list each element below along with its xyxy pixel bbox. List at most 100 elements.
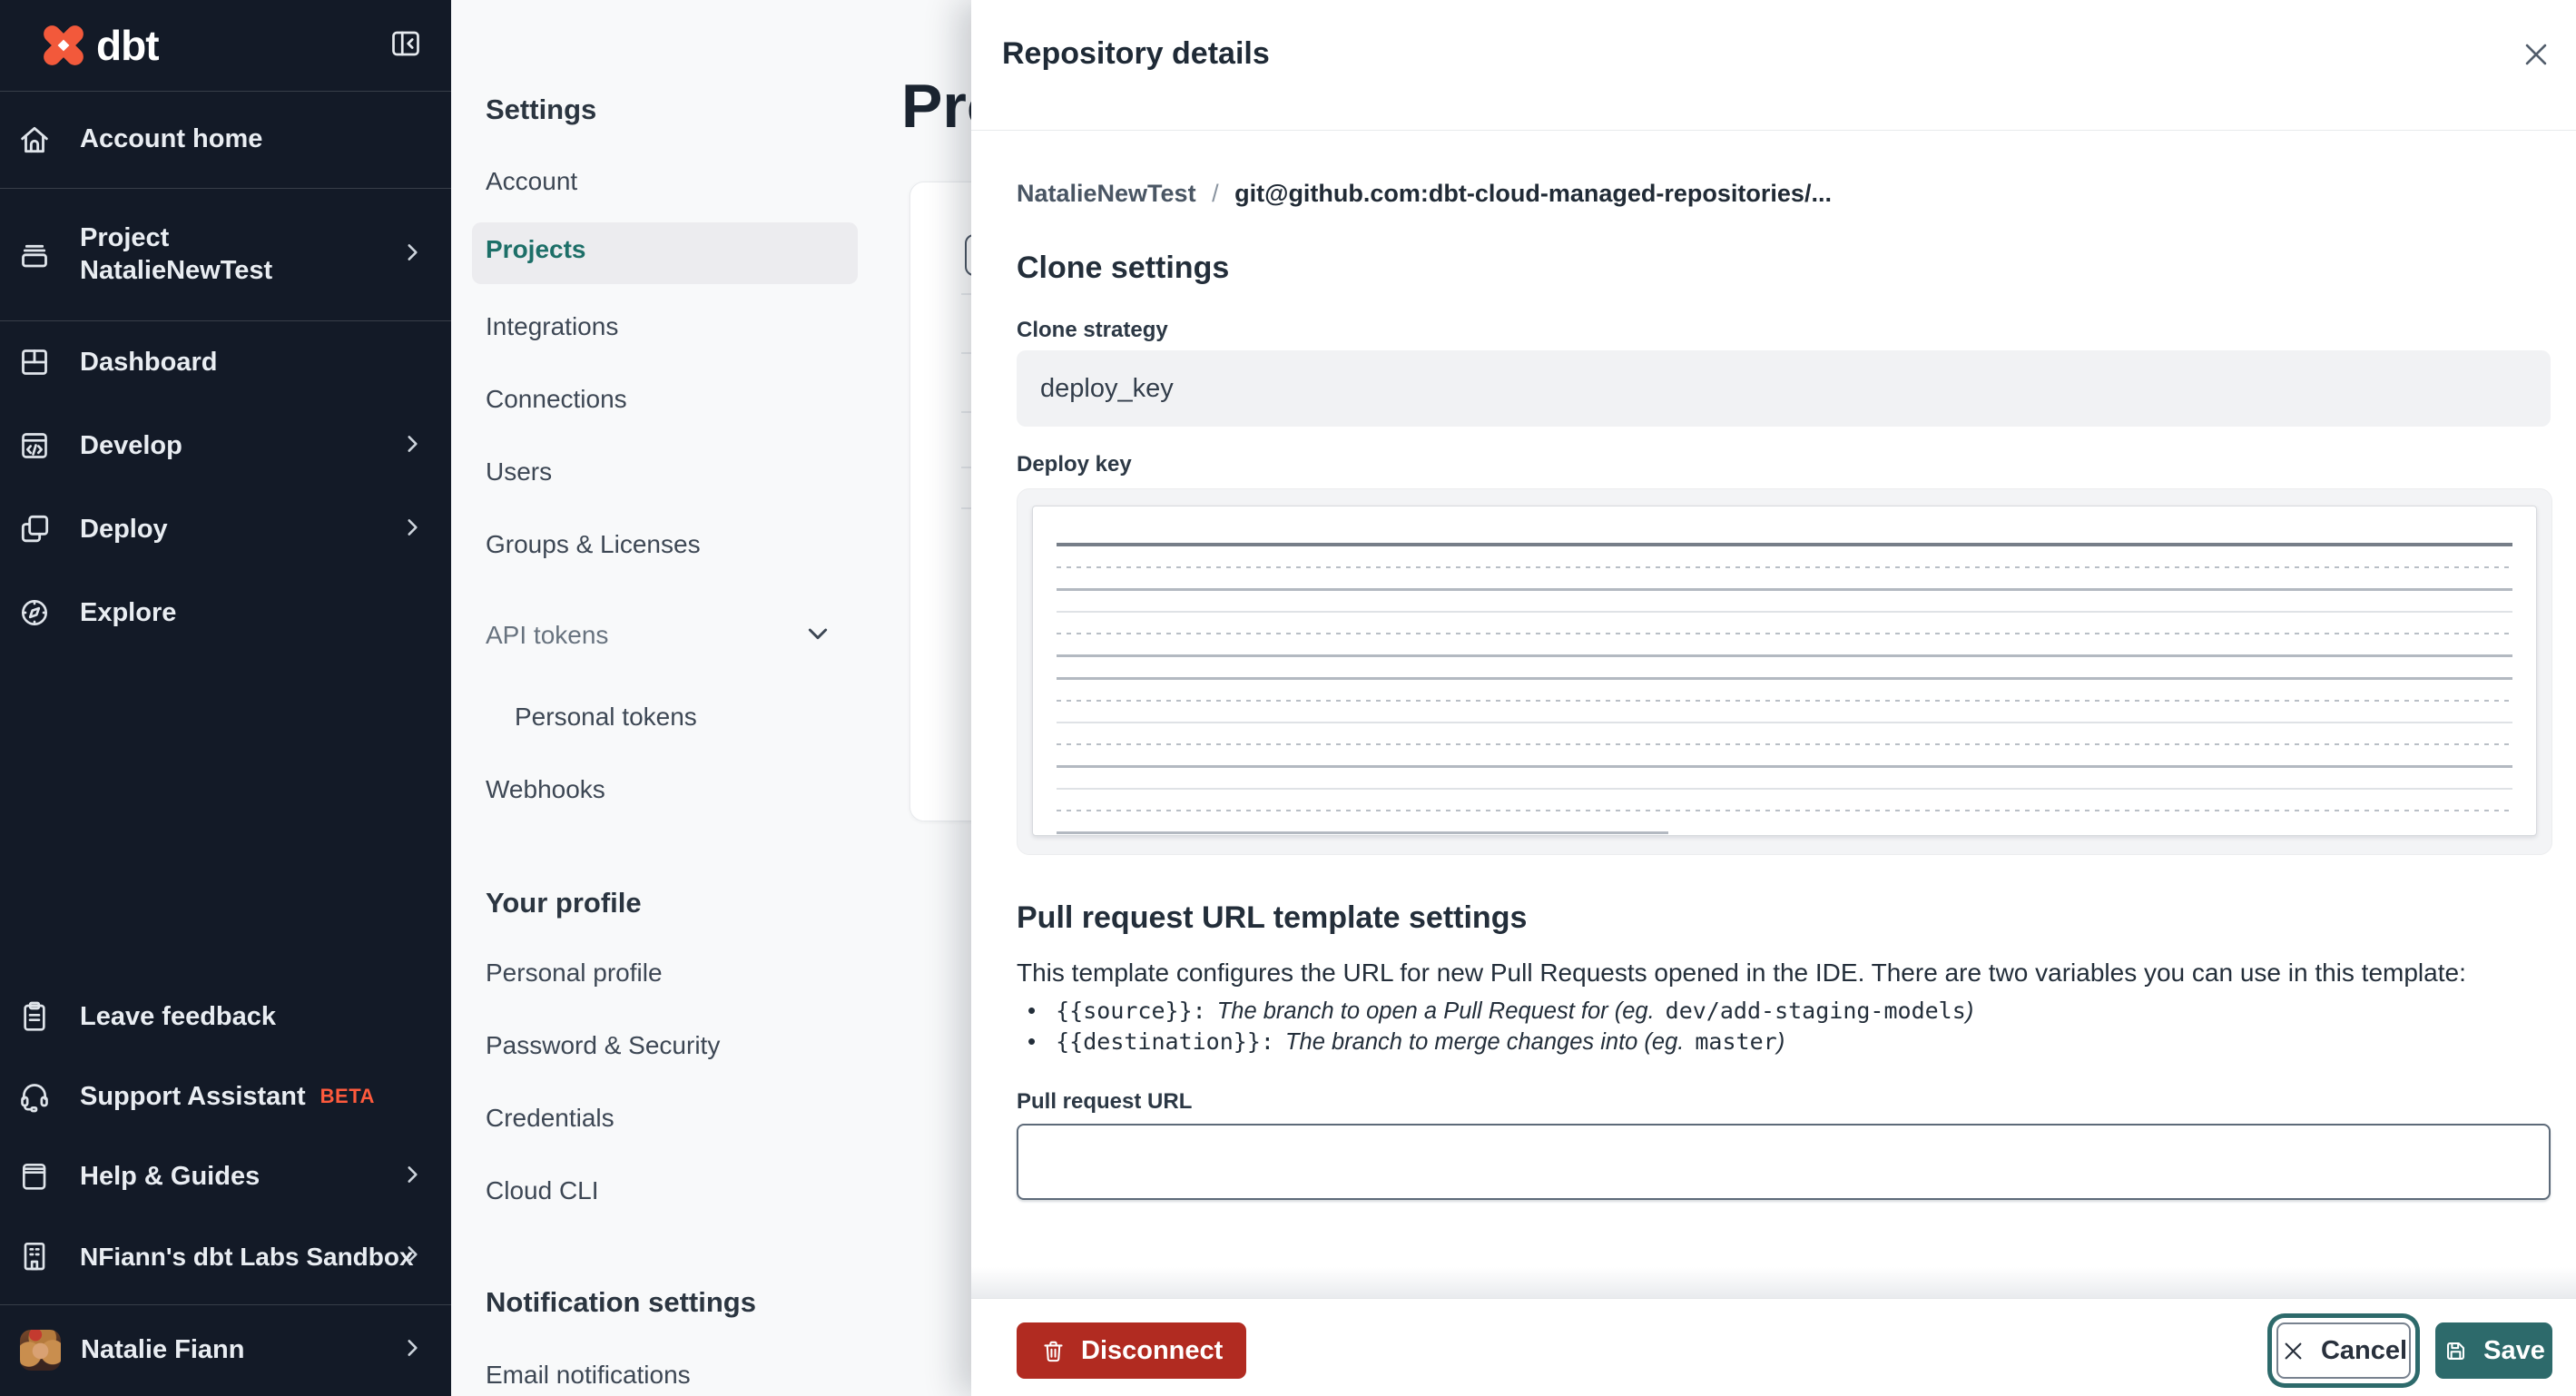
clone-strategy-label: Clone strategy	[1017, 318, 1168, 342]
save-button[interactable]: Save	[2435, 1322, 2552, 1379]
sidebar-item-dashboard[interactable]: Dashboard	[0, 320, 451, 404]
user-name-label: Natalie Fiann	[81, 1335, 245, 1365]
clone-settings-heading: Clone settings	[1017, 251, 1230, 285]
divider	[971, 130, 2576, 131]
develop-icon	[15, 426, 54, 466]
dashboard-icon	[15, 342, 54, 382]
nav-item-password-security[interactable]: Password & Security	[486, 1031, 721, 1059]
building-icon	[15, 1236, 54, 1276]
chevron-right-icon	[400, 516, 424, 544]
paren: )	[1776, 1029, 1785, 1055]
source-variable-example: dev/add-staging-models	[1665, 998, 1966, 1024]
deploy-key-redacted-content	[1032, 506, 2537, 836]
disconnect-button[interactable]: Disconnect	[1017, 1322, 1247, 1379]
sidebar-item-leave-feedback[interactable]: Leave feedback	[0, 977, 451, 1057]
sidebar-item-label: Account home	[80, 124, 263, 154]
explore-icon	[15, 593, 54, 633]
breadcrumb-repo-name: git@github.com:dbt-cloud-managed-reposit…	[1234, 180, 1832, 207]
project-icon	[15, 234, 54, 274]
nav-item-webhooks[interactable]: Webhooks	[486, 775, 605, 803]
clone-strategy-value-field[interactable]: deploy_key	[1017, 350, 2551, 427]
sidebar-item-label: Help & Guides	[80, 1161, 261, 1191]
pr-url-input[interactable]	[1017, 1124, 2551, 1200]
divider	[0, 1304, 451, 1305]
close-icon[interactable]	[2516, 34, 2556, 74]
sidebar-item-label: Support Assistant	[80, 1081, 306, 1111]
deploy-icon	[15, 509, 54, 549]
chevron-right-icon	[400, 1163, 424, 1191]
sidebar-item-label: Explore	[80, 597, 177, 627]
trash-icon	[1044, 1341, 1063, 1362]
source-variable-code: {{source}}:	[1056, 998, 1206, 1024]
chevron-right-icon	[400, 1336, 424, 1364]
collapse-sidebar-icon[interactable]	[388, 27, 424, 64]
disconnect-label: Disconnect	[1081, 1335, 1224, 1365]
nav-item-integrations[interactable]: Integrations	[486, 312, 619, 340]
modal-title: Repository details	[1002, 36, 1270, 71]
redacted-key-line	[1057, 588, 2512, 591]
bullet-dot: •	[1027, 997, 1037, 1024]
settings-nav: Settings Account Projects Integrations C…	[451, 0, 974, 1396]
nav-item-personal-profile[interactable]: Personal profile	[486, 959, 663, 987]
pr-template-bullet-destination: • {{destination}}: The branch to merge c…	[1027, 1027, 1785, 1056]
your-profile-title: Your profile	[486, 887, 642, 919]
redacted-key-line	[1057, 543, 2512, 546]
sidebar: dbt Account home Project NatalieNewTest …	[0, 0, 451, 1396]
sidebar-item-label: Deploy	[80, 514, 168, 544]
notification-settings-title: Notification settings	[486, 1286, 756, 1318]
avatar	[20, 1330, 61, 1371]
paren: )	[1965, 998, 1974, 1024]
divider	[0, 91, 451, 92]
sidebar-item-deploy[interactable]: Deploy	[0, 487, 451, 571]
chevron-down-icon[interactable]	[803, 619, 832, 653]
destination-variable-code: {{destination}}:	[1056, 1028, 1274, 1055]
settings-title: Settings	[486, 93, 597, 125]
nav-item-projects[interactable]: Projects	[472, 222, 858, 284]
cancel-label: Cancel	[2320, 1335, 2408, 1365]
clone-strategy-value: deploy_key	[1040, 373, 1174, 403]
scroll-shadow	[971, 1267, 2576, 1298]
nav-item-account[interactable]: Account	[486, 167, 578, 195]
redacted-key-line	[1057, 700, 2512, 702]
sidebar-item-label: Develop	[80, 430, 182, 460]
redacted-key-line	[1057, 788, 2512, 790]
home-icon	[15, 120, 54, 160]
sidebar-item-label: Leave feedback	[80, 1001, 277, 1031]
redacted-key-line	[1057, 743, 2512, 745]
sidebar-item-user-menu[interactable]: Natalie Fiann	[0, 1304, 451, 1396]
nav-item-users[interactable]: Users	[486, 457, 553, 486]
pr-template-bullet-source: • {{source}}: The branch to open a Pull …	[1027, 997, 1973, 1025]
sidebar-item-explore[interactable]: Explore	[0, 571, 451, 654]
sidebar-item-account-sandbox[interactable]: NFiann's dbt Labs Sandbox	[0, 1216, 451, 1296]
cancel-button[interactable]: Cancel	[2276, 1322, 2411, 1379]
sidebar-item-account-home[interactable]: Account home	[0, 91, 451, 188]
nav-item-email-notifications[interactable]: Email notifications	[486, 1361, 691, 1389]
nav-item-connections[interactable]: Connections	[486, 385, 627, 413]
modal-footer: Disconnect Cancel Save	[971, 1298, 2576, 1396]
dbt-logo-text: dbt	[96, 22, 160, 69]
sidebar-header: dbt	[0, 0, 451, 91]
chevron-right-icon	[400, 1243, 424, 1271]
nav-item-personal-tokens[interactable]: Personal tokens	[515, 703, 697, 731]
sidebar-item-project[interactable]: Project NatalieNewTest	[0, 188, 451, 320]
nav-item-credentials[interactable]: Credentials	[486, 1104, 615, 1132]
save-icon	[2447, 1342, 2465, 1360]
sidebar-item-label: Dashboard	[80, 347, 218, 377]
sidebar-item-help-guides[interactable]: Help & Guides	[0, 1136, 451, 1216]
pr-template-description: This template configures the URL for new…	[1017, 959, 2466, 987]
deploy-key-field[interactable]	[1017, 488, 2552, 855]
redacted-key-line	[1057, 677, 2512, 680]
redacted-key-line	[1057, 654, 2512, 657]
sidebar-item-support-assistant[interactable]: Support Assistant BETA	[0, 1057, 451, 1136]
redacted-key-line	[1057, 831, 1668, 834]
destination-variable-example: master	[1695, 1028, 1777, 1055]
redacted-key-line	[1057, 810, 2512, 811]
nav-item-api-tokens[interactable]: API tokens	[486, 621, 609, 649]
redacted-key-line	[1057, 765, 2512, 768]
breadcrumb-separator: /	[1212, 180, 1219, 207]
sidebar-item-develop[interactable]: Develop	[0, 404, 451, 487]
breadcrumb: NatalieNewTest / git@github.com:dbt-clou…	[1017, 180, 1832, 208]
nav-item-groups-licenses[interactable]: Groups & Licenses	[486, 530, 701, 558]
breadcrumb-project-link[interactable]: NatalieNewTest	[1017, 180, 1196, 207]
nav-item-cloud-cli[interactable]: Cloud CLI	[486, 1176, 599, 1204]
